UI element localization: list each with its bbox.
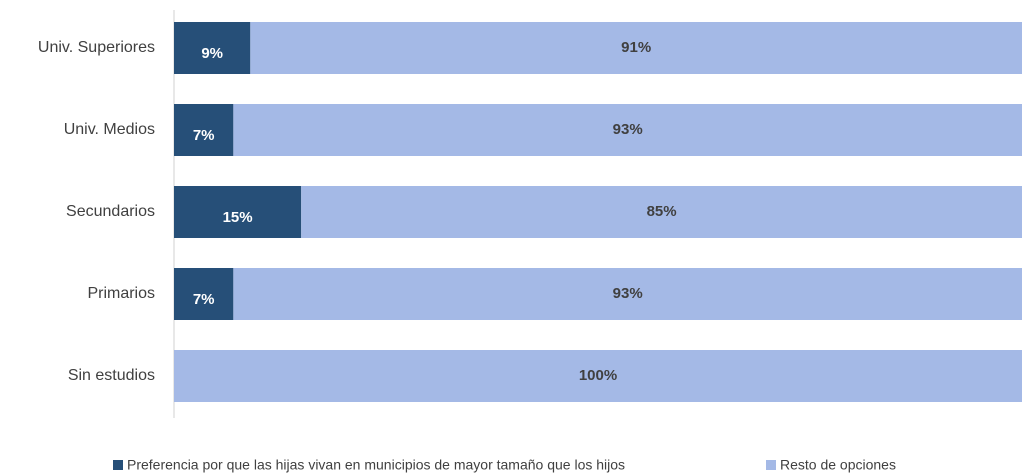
- data-label: 93%: [613, 121, 643, 138]
- data-label: 9%: [201, 45, 223, 62]
- data-label: 15%: [223, 209, 253, 226]
- y-tick-label: Univ. Medios: [64, 121, 155, 138]
- legend-swatch: [766, 460, 776, 470]
- bar-segment: [250, 22, 1022, 74]
- bar-segment: [233, 268, 1023, 320]
- bar-segment: [174, 104, 234, 156]
- bar-segment: [174, 186, 302, 238]
- legend-label: Resto de opciones: [780, 457, 896, 473]
- y-tick-label: Primarios: [87, 285, 155, 302]
- data-label: 7%: [193, 127, 215, 144]
- bar-segment: [174, 350, 1022, 402]
- data-label: 93%: [613, 285, 643, 302]
- bar-segment: [174, 268, 234, 320]
- legend-label: Preferencia por que las hijas vivan en m…: [127, 457, 625, 473]
- y-tick-label: Secundarios: [66, 203, 155, 220]
- data-label: 91%: [621, 39, 651, 56]
- bar-segment: [301, 186, 1022, 238]
- bar-segment: [174, 22, 251, 74]
- y-tick-label: Univ. Superiores: [38, 39, 155, 56]
- data-label: 100%: [579, 367, 617, 384]
- data-label: 85%: [647, 203, 677, 220]
- y-tick-label: Sin estudios: [68, 367, 155, 384]
- legend-swatch: [113, 460, 123, 470]
- data-label: 7%: [193, 291, 215, 308]
- bar-segment: [233, 104, 1023, 156]
